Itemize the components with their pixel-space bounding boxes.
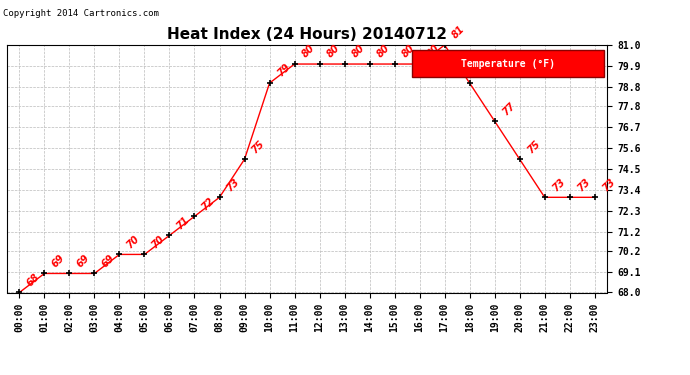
Text: 69: 69 xyxy=(100,253,117,269)
Text: 73: 73 xyxy=(550,177,567,193)
Text: Copyright 2014 Cartronics.com: Copyright 2014 Cartronics.com xyxy=(3,9,159,18)
Text: 72: 72 xyxy=(200,195,217,212)
Text: 75: 75 xyxy=(250,138,267,155)
Text: Temperature (°F): Temperature (°F) xyxy=(461,58,555,69)
Text: 80: 80 xyxy=(425,43,442,60)
Text: 81: 81 xyxy=(450,24,467,41)
Text: 80: 80 xyxy=(350,43,367,60)
Text: 68: 68 xyxy=(25,272,41,288)
Text: 80: 80 xyxy=(325,43,342,60)
Text: 75: 75 xyxy=(525,138,542,155)
Text: 80: 80 xyxy=(400,43,417,60)
FancyBboxPatch shape xyxy=(412,50,604,77)
Title: Heat Index (24 Hours) 20140712: Heat Index (24 Hours) 20140712 xyxy=(167,27,447,42)
Text: 73: 73 xyxy=(225,177,241,193)
Text: 70: 70 xyxy=(125,234,141,250)
Text: 80: 80 xyxy=(300,43,317,60)
Text: 69: 69 xyxy=(75,253,92,269)
Text: 79: 79 xyxy=(275,62,292,79)
Text: 77: 77 xyxy=(500,100,517,117)
Text: 80: 80 xyxy=(375,43,392,60)
Text: 70: 70 xyxy=(150,234,167,250)
Text: 73: 73 xyxy=(600,177,617,193)
Text: 79: 79 xyxy=(475,62,492,79)
Text: 73: 73 xyxy=(575,177,592,193)
Text: 71: 71 xyxy=(175,214,192,231)
Text: 69: 69 xyxy=(50,253,67,269)
